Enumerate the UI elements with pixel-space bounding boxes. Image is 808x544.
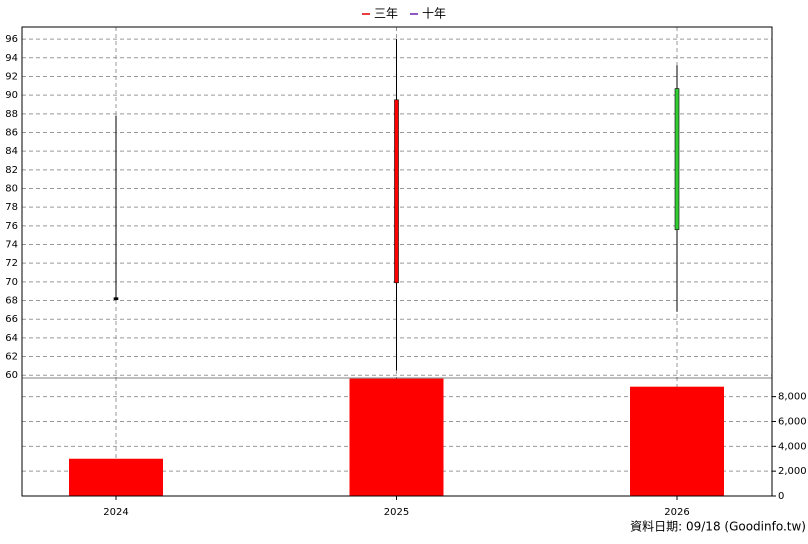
y-tick-label: 60 <box>5 370 18 381</box>
y-tick-label: 90 <box>5 90 18 101</box>
y2-tick-label: 2,000 <box>778 466 807 477</box>
y2-tick-label: 4,000 <box>778 441 807 452</box>
volume-bar <box>630 386 724 496</box>
volume-bar <box>349 378 444 496</box>
y-tick-label: 66 <box>5 314 18 325</box>
candle-body <box>113 297 119 300</box>
y-tick-label: 70 <box>5 277 18 288</box>
candle-body <box>394 99 399 284</box>
y-tick-label: 96 <box>5 34 18 45</box>
x-tick-label: 2024 <box>103 507 128 518</box>
y-tick-label: 62 <box>5 352 18 363</box>
y2-tick-label: 6,000 <box>778 416 807 427</box>
footnote: 資料日期: 09/18 (Goodinfo.tw) <box>630 520 806 534</box>
y-tick-label: 78 <box>5 202 18 213</box>
y2-tick-label: 0 <box>778 491 784 502</box>
y-tick-label: 86 <box>5 127 18 138</box>
y-tick-label: 72 <box>5 258 18 269</box>
marks <box>69 39 724 496</box>
y-tick-label: 64 <box>5 333 18 344</box>
y-tick-label: 94 <box>5 53 18 64</box>
legend-label: 三年 <box>374 7 398 21</box>
x-tick-label: 2026 <box>664 507 689 518</box>
y-tick-label: 80 <box>5 183 18 194</box>
y-tick-label: 82 <box>5 165 18 176</box>
legend-label: 十年 <box>422 7 446 21</box>
y-tick-label: 88 <box>5 109 18 120</box>
y-tick-label: 76 <box>5 221 18 232</box>
volume-bar <box>69 458 163 496</box>
y-tick-label: 92 <box>5 71 18 82</box>
y-tick-label: 74 <box>5 240 18 251</box>
y2-tick-label: 8,000 <box>778 392 807 403</box>
y-tick-label: 68 <box>5 296 18 307</box>
candle-body <box>674 88 680 230</box>
y-tick-label: 84 <box>5 146 18 157</box>
x-tick-label: 2025 <box>384 507 409 518</box>
